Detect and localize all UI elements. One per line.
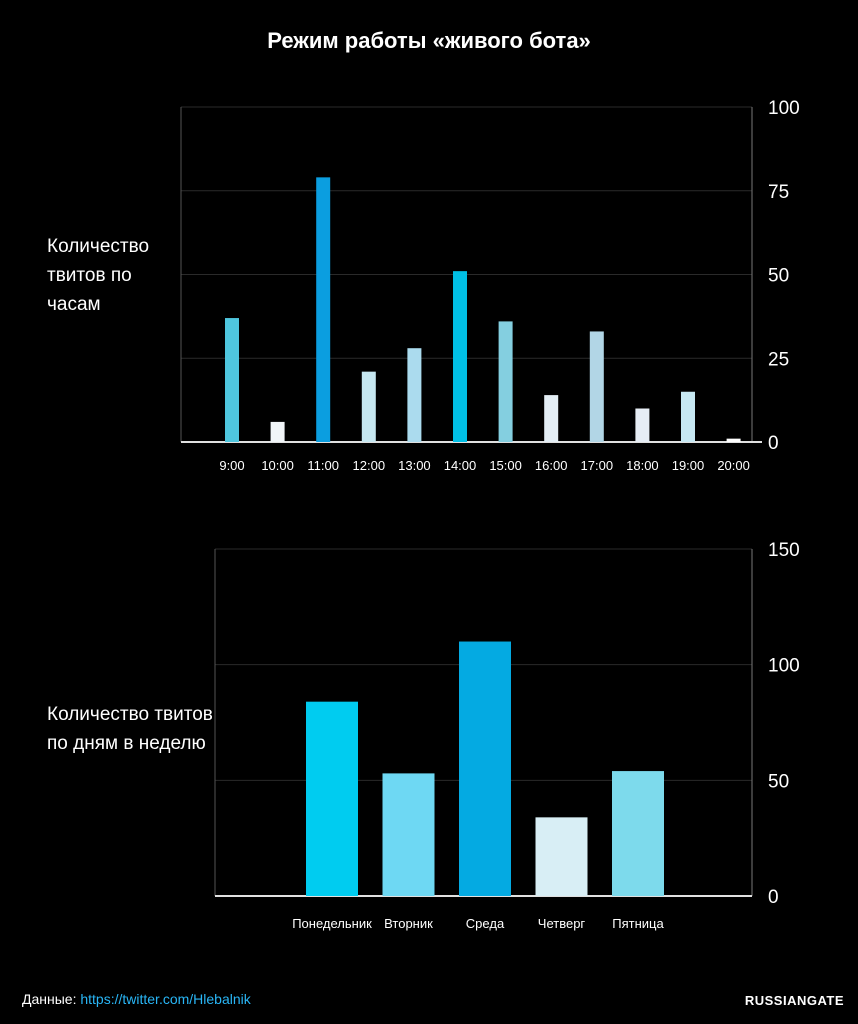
bar xyxy=(681,391,695,442)
bar xyxy=(498,321,513,442)
x-tick-label: 13:00 xyxy=(398,458,431,473)
y-tick-label: 50 xyxy=(768,266,789,287)
y-tick-label: 150 xyxy=(768,540,800,561)
x-tick-label: 14:00 xyxy=(444,458,477,473)
bar xyxy=(635,408,650,442)
y-tick-label: 100 xyxy=(768,656,800,677)
x-tick-label: Понедельник xyxy=(292,916,372,931)
bar xyxy=(612,771,664,896)
bar xyxy=(726,438,741,442)
x-tick-label: 18:00 xyxy=(626,458,659,473)
y-tick-label: 0 xyxy=(768,433,779,454)
bar xyxy=(225,318,239,442)
footer-source: Данные: https://twitter.com/Hlebalnik xyxy=(22,991,251,1007)
x-tick-label: 20:00 xyxy=(717,458,750,473)
source-label: Данные: xyxy=(22,991,77,1007)
bar xyxy=(270,421,285,442)
bar xyxy=(407,348,422,442)
chart-title: Режим работы «живого бота» xyxy=(267,28,591,53)
x-tick-label: 11:00 xyxy=(307,458,339,473)
x-tick-label: 16:00 xyxy=(535,458,568,473)
y-tick-label: 0 xyxy=(768,887,779,908)
bar xyxy=(306,701,358,896)
bar xyxy=(382,773,435,896)
bar xyxy=(535,817,588,896)
y-tick-label: 50 xyxy=(768,771,789,792)
x-tick-label: 10:00 xyxy=(261,458,294,473)
bar xyxy=(361,371,376,442)
bar xyxy=(316,177,331,442)
y-tick-label: 25 xyxy=(768,349,789,370)
x-tick-label: 12:00 xyxy=(353,458,386,473)
x-tick-label: Четверг xyxy=(538,916,586,931)
bar xyxy=(589,331,604,442)
brand-logo: RUSSIANGATE xyxy=(744,993,844,1008)
x-tick-label: 9:00 xyxy=(219,458,244,473)
days-chart-label: Количество твитов по дням в неделю xyxy=(47,704,213,754)
y-tick-label: 75 xyxy=(768,182,789,203)
bar xyxy=(453,271,467,442)
bar xyxy=(544,395,559,442)
bar xyxy=(459,641,511,896)
hours-chart-label: Количество твитов по часам xyxy=(47,236,150,315)
source-link[interactable]: https://twitter.com/Hlebalnik xyxy=(80,991,251,1007)
x-tick-label: Пятница xyxy=(612,916,664,931)
x-tick-label: Среда xyxy=(466,916,505,931)
x-tick-label: 19:00 xyxy=(672,458,705,473)
x-tick-label: 15:00 xyxy=(489,458,522,473)
x-tick-label: Вторник xyxy=(384,916,433,931)
y-tick-label: 100 xyxy=(768,98,800,119)
x-tick-label: 17:00 xyxy=(581,458,614,473)
